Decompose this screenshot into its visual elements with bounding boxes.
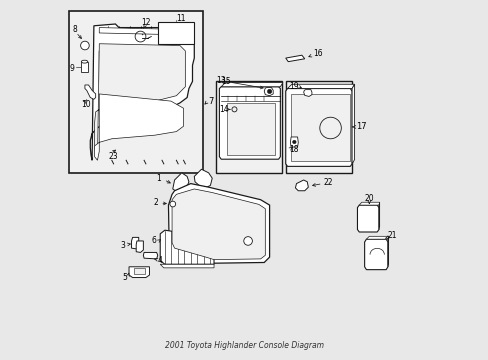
Circle shape — [169, 201, 175, 207]
Bar — [285, 81, 351, 173]
Text: 5: 5 — [122, 273, 126, 282]
Bar — [158, 22, 194, 44]
Text: 1: 1 — [156, 175, 161, 184]
Polygon shape — [172, 173, 188, 193]
Polygon shape — [219, 87, 280, 159]
Text: 2001 Toyota Highlander Console Diagram: 2001 Toyota Highlander Console Diagram — [164, 341, 324, 350]
Text: 6: 6 — [151, 237, 156, 246]
Text: 8: 8 — [72, 25, 77, 34]
Polygon shape — [359, 202, 379, 205]
Text: 20: 20 — [364, 194, 373, 203]
Polygon shape — [226, 103, 274, 155]
Bar — [81, 62, 88, 72]
Text: 16: 16 — [313, 49, 322, 58]
Bar — [69, 12, 203, 173]
Polygon shape — [285, 89, 351, 166]
Polygon shape — [94, 94, 183, 160]
Text: 12: 12 — [141, 18, 150, 27]
Polygon shape — [264, 87, 273, 96]
Polygon shape — [366, 236, 388, 239]
Text: 10: 10 — [81, 100, 91, 109]
Ellipse shape — [81, 60, 88, 63]
Text: 3: 3 — [121, 241, 125, 250]
Circle shape — [292, 140, 296, 144]
Text: 2: 2 — [153, 198, 158, 207]
Polygon shape — [134, 268, 144, 274]
Polygon shape — [351, 84, 354, 164]
Polygon shape — [221, 82, 282, 87]
Text: 7: 7 — [207, 96, 213, 105]
Text: 18: 18 — [288, 145, 298, 154]
Polygon shape — [285, 55, 304, 62]
Text: 19: 19 — [288, 82, 298, 91]
Polygon shape — [172, 189, 265, 260]
Polygon shape — [364, 239, 387, 270]
Text: 15: 15 — [221, 77, 230, 86]
Circle shape — [81, 41, 89, 50]
Polygon shape — [160, 264, 214, 268]
Polygon shape — [160, 230, 214, 264]
Circle shape — [244, 237, 252, 245]
Polygon shape — [295, 180, 308, 191]
Text: 23: 23 — [108, 152, 118, 161]
Polygon shape — [378, 202, 379, 229]
Polygon shape — [194, 169, 212, 189]
Bar — [215, 81, 282, 173]
Text: 13: 13 — [216, 76, 225, 85]
Polygon shape — [357, 205, 378, 232]
Text: 14: 14 — [219, 105, 228, 114]
Polygon shape — [99, 28, 187, 39]
Text: 22: 22 — [323, 178, 332, 187]
Polygon shape — [131, 237, 139, 249]
Circle shape — [267, 89, 271, 94]
Text: 21: 21 — [387, 231, 397, 240]
Polygon shape — [136, 241, 143, 252]
Polygon shape — [168, 184, 269, 263]
Text: 17: 17 — [355, 122, 366, 131]
Polygon shape — [90, 24, 194, 160]
Text: 11: 11 — [176, 14, 185, 23]
Polygon shape — [290, 137, 298, 147]
Polygon shape — [387, 236, 388, 267]
Polygon shape — [290, 94, 349, 161]
Text: 9: 9 — [69, 64, 74, 73]
Polygon shape — [143, 252, 158, 259]
Polygon shape — [85, 85, 96, 99]
Polygon shape — [287, 84, 354, 89]
Polygon shape — [129, 267, 149, 278]
Polygon shape — [94, 44, 185, 159]
Polygon shape — [303, 90, 311, 96]
Text: 4: 4 — [158, 256, 162, 265]
